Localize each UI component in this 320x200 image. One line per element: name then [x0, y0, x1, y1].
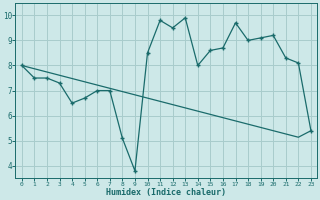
X-axis label: Humidex (Indice chaleur): Humidex (Indice chaleur) — [106, 188, 226, 197]
